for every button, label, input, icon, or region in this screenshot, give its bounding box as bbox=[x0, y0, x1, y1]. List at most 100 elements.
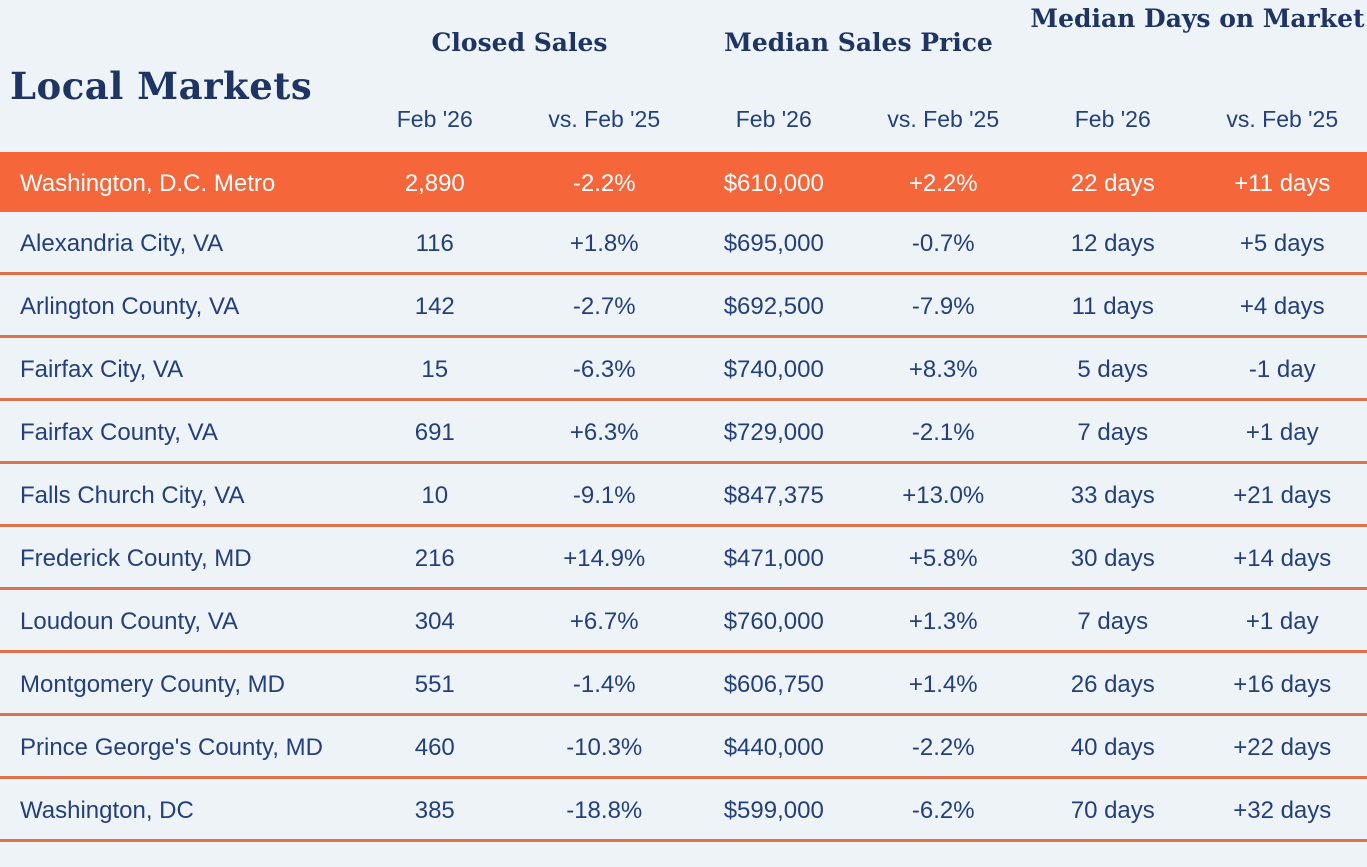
closed-sales-value: 15 bbox=[421, 355, 449, 383]
median-price-value: $760,000 bbox=[723, 607, 824, 635]
median-price-change: -6.2% bbox=[911, 796, 975, 824]
median-price-change: +5.8% bbox=[908, 544, 978, 572]
closed-sales-change: +1.8% bbox=[569, 229, 639, 257]
median-price-value: $692,500 bbox=[723, 292, 824, 320]
table-row-washington-dc: Washington, DC 385 -18.8% $599,000 -6.2%… bbox=[0, 779, 1367, 842]
median-price-value: $610,000 bbox=[723, 169, 824, 197]
closed-sales-value: 691 bbox=[414, 418, 455, 446]
market-name: Fairfax City, VA bbox=[20, 355, 184, 383]
subheader-closed-feb26: Feb '26 bbox=[396, 105, 473, 132]
days-on-market-value: 5 days bbox=[1077, 355, 1149, 383]
median-price-change: +1.4% bbox=[908, 670, 978, 698]
market-name: Montgomery County, MD bbox=[20, 670, 285, 698]
closed-sales-change: -6.3% bbox=[572, 355, 636, 383]
median-price-value: $599,000 bbox=[723, 796, 824, 824]
days-on-market-change: +21 days bbox=[1233, 481, 1332, 509]
table-row-frederick-county: Frederick County, MD 216 +14.9% $471,000… bbox=[0, 527, 1367, 590]
days-on-market-change: +32 days bbox=[1233, 796, 1332, 824]
median-price-change: -2.1% bbox=[911, 418, 975, 446]
market-name: Alexandria City, VA bbox=[20, 229, 224, 257]
column-group-median-days-on-market: Median Days on Market bbox=[1030, 4, 1365, 33]
table-row-falls-church-city: Falls Church City, VA 10 -9.1% $847,375 … bbox=[0, 464, 1367, 527]
closed-sales-change: +6.7% bbox=[569, 607, 639, 635]
median-price-value: $729,000 bbox=[723, 418, 824, 446]
days-on-market-value: 12 days bbox=[1070, 229, 1155, 257]
days-on-market-value: 26 days bbox=[1070, 670, 1155, 698]
days-on-market-change: +11 days bbox=[1234, 169, 1331, 197]
median-price-value: $740,000 bbox=[723, 355, 824, 383]
subheader-days-vs-feb25: vs. Feb '25 bbox=[1226, 105, 1339, 132]
column-headers: Closed Sales Median Sales Price Median D… bbox=[0, 0, 1367, 152]
market-name: Prince George's County, MD bbox=[20, 733, 323, 761]
table-row-loudoun-county: Loudoun County, VA 304 +6.7% $760,000 +1… bbox=[0, 590, 1367, 653]
median-price-change: +1.3% bbox=[908, 607, 978, 635]
days-on-market-change: +5 days bbox=[1239, 229, 1325, 257]
median-price-change: -0.7% bbox=[911, 229, 975, 257]
market-name: Washington, DC bbox=[20, 796, 194, 824]
days-on-market-value: 70 days bbox=[1070, 796, 1155, 824]
column-group-median-sales-price: Median Sales Price bbox=[724, 27, 993, 57]
table-row-arlington-county: Arlington County, VA 142 -2.7% $692,500 … bbox=[0, 275, 1367, 338]
median-price-change: +8.3% bbox=[908, 355, 978, 383]
table-row-washington-dc-metro: Washington, D.C. Metro 2,890 -2.2% $610,… bbox=[0, 152, 1367, 212]
table-row-fairfax-county: Fairfax County, VA 691 +6.3% $729,000 -2… bbox=[0, 401, 1367, 464]
table-row-prince-georges-county: Prince George's County, MD 460 -10.3% $4… bbox=[0, 716, 1367, 779]
market-name: Falls Church City, VA bbox=[20, 481, 245, 509]
median-price-value: $695,000 bbox=[723, 229, 824, 257]
median-price-value: $606,750 bbox=[723, 670, 824, 698]
table-row-alexandria-city: Alexandria City, VA 116 +1.8% $695,000 -… bbox=[0, 212, 1367, 275]
subheader-closed-vs-feb25: vs. Feb '25 bbox=[548, 105, 661, 132]
median-price-change: +2.2% bbox=[908, 169, 978, 197]
closed-sales-value: 142 bbox=[414, 292, 455, 320]
days-on-market-change: +22 days bbox=[1233, 733, 1332, 761]
closed-sales-value: 10 bbox=[421, 481, 449, 509]
days-on-market-value: 22 days bbox=[1070, 169, 1155, 197]
days-on-market-value: 33 days bbox=[1070, 481, 1155, 509]
market-name: Fairfax County, VA bbox=[20, 418, 218, 446]
closed-sales-value: 2,890 bbox=[404, 169, 465, 197]
closed-sales-change: +14.9% bbox=[563, 544, 646, 572]
subheader-price-vs-feb25: vs. Feb '25 bbox=[887, 105, 1000, 132]
column-group-closed-sales: Closed Sales bbox=[431, 27, 608, 57]
closed-sales-value: 216 bbox=[414, 544, 455, 572]
table-row-fairfax-city: Fairfax City, VA 15 -6.3% $740,000 +8.3%… bbox=[0, 338, 1367, 401]
median-price-change: +13.0% bbox=[902, 481, 985, 509]
closed-sales-change: -2.2% bbox=[572, 169, 636, 197]
subheader-price-feb26: Feb '26 bbox=[735, 105, 812, 132]
days-on-market-value: 40 days bbox=[1070, 733, 1155, 761]
market-name: Frederick County, MD bbox=[20, 544, 252, 572]
days-on-market-value: 7 days bbox=[1077, 418, 1149, 446]
days-on-market-change: +1 day bbox=[1245, 607, 1319, 635]
market-name: Arlington County, VA bbox=[20, 292, 240, 320]
median-price-change: -7.9% bbox=[911, 292, 975, 320]
median-price-change: -2.2% bbox=[911, 733, 975, 761]
days-on-market-value: 7 days bbox=[1077, 607, 1149, 635]
market-name: Washington, D.C. Metro bbox=[20, 169, 276, 197]
days-on-market-change: +14 days bbox=[1233, 544, 1332, 572]
closed-sales-value: 551 bbox=[414, 670, 455, 698]
closed-sales-change: -2.7% bbox=[572, 292, 636, 320]
days-on-market-change: +4 days bbox=[1239, 292, 1325, 320]
median-price-value: $471,000 bbox=[723, 544, 824, 572]
closed-sales-value: 304 bbox=[414, 607, 455, 635]
closed-sales-change: -18.8% bbox=[566, 796, 643, 824]
closed-sales-change: -1.4% bbox=[572, 670, 636, 698]
closed-sales-value: 116 bbox=[415, 229, 454, 257]
page-title: Local Markets bbox=[10, 64, 313, 108]
days-on-market-change: +1 day bbox=[1245, 418, 1319, 446]
subheader-days-feb26: Feb '26 bbox=[1074, 105, 1151, 132]
closed-sales-value: 385 bbox=[414, 796, 455, 824]
days-on-market-value: 30 days bbox=[1070, 544, 1155, 572]
days-on-market-value: 11 days bbox=[1071, 292, 1154, 320]
median-price-value: $847,375 bbox=[723, 481, 824, 509]
market-name: Loudoun County, VA bbox=[20, 607, 238, 635]
closed-sales-change: -9.1% bbox=[572, 481, 636, 509]
days-on-market-change: +16 days bbox=[1233, 670, 1332, 698]
closed-sales-value: 460 bbox=[414, 733, 455, 761]
days-on-market-change: -1 day bbox=[1248, 355, 1316, 383]
closed-sales-change: -10.3% bbox=[566, 733, 643, 761]
closed-sales-change: +6.3% bbox=[569, 418, 639, 446]
median-price-value: $440,000 bbox=[723, 733, 824, 761]
table-row-montgomery-county: Montgomery County, MD 551 -1.4% $606,750… bbox=[0, 653, 1367, 716]
